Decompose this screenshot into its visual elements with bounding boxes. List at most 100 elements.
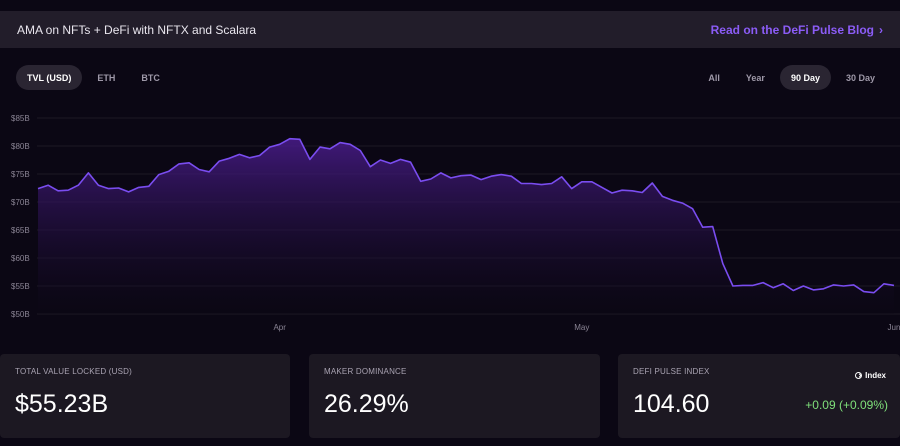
tvl-data-point <box>269 147 270 148</box>
tvl-data-point <box>259 155 260 156</box>
tvl-data-point <box>168 171 169 172</box>
tvl-data-point <box>430 179 431 180</box>
tab-tvl-usd[interactable]: TVL (USD) <box>16 65 83 90</box>
index-card-label: DEFI PULSE INDEX <box>633 367 710 376</box>
stat-cards: TOTAL VALUE LOCKED (USD) $55.23B MAKER D… <box>0 354 900 438</box>
tvl-data-point <box>622 190 623 191</box>
tvl-data-point <box>813 289 814 290</box>
tvl-data-point <box>471 175 472 176</box>
range-tabs: All Year 90 Day 30 Day <box>697 65 886 90</box>
blog-link[interactable]: Read on the DeFi Pulse Blog › <box>711 23 883 37</box>
tvl-data-point <box>702 227 703 228</box>
tvl-data-point <box>199 169 200 170</box>
tvl-data-point <box>511 176 512 177</box>
tvl-data-point <box>873 292 874 293</box>
tvl-data-point <box>319 147 320 148</box>
tvl-data-point <box>158 174 159 175</box>
maker-card-value: 26.29% <box>324 390 409 418</box>
tvl-data-point <box>632 190 633 191</box>
defi-pulse-index-card: DEFI PULSE INDEX Index 104.60 +0.09 (+0.… <box>618 354 900 438</box>
tvl-data-point <box>400 159 401 160</box>
y-tick-label: $70B <box>11 198 30 207</box>
tab-eth[interactable]: ETH <box>97 72 116 83</box>
tvl-data-point <box>853 284 854 285</box>
index-card-change: +0.09 (+0.09%) <box>805 398 888 412</box>
tvl-data-point <box>843 286 844 287</box>
tvl-data-point <box>390 163 391 164</box>
index-link[interactable]: Index <box>855 371 886 380</box>
tab-30-day[interactable]: 30 Day <box>845 72 875 83</box>
tvl-data-point <box>350 144 351 145</box>
tvl-data-point <box>581 181 582 182</box>
tvl-data-point <box>148 186 149 187</box>
tvl-data-point <box>672 200 673 201</box>
tvl-data-point <box>360 150 361 151</box>
tvl-data-point <box>571 188 572 189</box>
tvl-series-line <box>37 137 895 294</box>
tvl-data-point <box>662 196 663 197</box>
tvl-data-point <box>309 159 310 160</box>
tvl-data-point <box>612 193 613 194</box>
tvl-data-point <box>763 282 764 283</box>
tvl-data-point <box>340 142 341 143</box>
y-tick-label: $60B <box>11 254 30 263</box>
tvl-data-point <box>420 181 421 182</box>
tvl-data-point <box>521 183 522 184</box>
x-tick-label: Jun <box>888 323 900 332</box>
tvl-data-point <box>642 192 643 193</box>
tvl-card: TOTAL VALUE LOCKED (USD) $55.23B <box>0 354 290 438</box>
tvl-data-point <box>289 138 290 139</box>
tvl-data-point <box>38 188 39 189</box>
tvl-data-point <box>793 290 794 291</box>
banner-text: AMA on NFTs + DeFi with NFTX and Scalara <box>17 22 257 37</box>
tvl-card-label: TOTAL VALUE LOCKED (USD) <box>15 367 132 376</box>
tvl-data-point <box>239 154 240 155</box>
tvl-data-point <box>189 162 190 163</box>
tvl-data-point <box>561 176 562 177</box>
tvl-data-point <box>742 285 743 286</box>
tvl-data-point <box>894 285 895 286</box>
index-link-label: Index <box>865 371 886 380</box>
tvl-data-point <box>591 181 592 182</box>
tvl-data-point <box>601 187 602 188</box>
y-tick-label: $65B <box>11 226 30 235</box>
tab-90-day[interactable]: 90 Day <box>779 65 831 90</box>
tab-btc[interactable]: BTC <box>141 72 160 83</box>
tvl-data-point <box>48 185 49 186</box>
tvl-data-point <box>732 286 733 287</box>
tvl-data-point <box>440 172 441 173</box>
tvl-data-point <box>178 163 179 164</box>
arrow-circle-icon <box>855 372 863 379</box>
tvl-data-point <box>883 283 884 284</box>
tvl-data-point <box>753 285 754 286</box>
tvl-data-point <box>863 291 864 292</box>
announcement-banner: AMA on NFTs + DeFi with NFTX and Scalara… <box>0 11 900 48</box>
tvl-data-point <box>209 171 210 172</box>
tvl-data-point <box>803 286 804 287</box>
tvl-data-point <box>279 144 280 145</box>
y-tick-label: $85B <box>11 114 30 123</box>
tab-year[interactable]: Year <box>745 72 765 83</box>
tvl-data-point <box>370 166 371 167</box>
y-tick-label: $55B <box>11 282 30 291</box>
tab-all[interactable]: All <box>708 72 720 83</box>
tvl-data-point <box>118 188 119 189</box>
tvl-data-point <box>108 188 109 189</box>
chevron-right-icon: › <box>879 22 883 37</box>
tvl-data-point <box>783 283 784 284</box>
tvl-data-point <box>410 162 411 163</box>
tvl-data-point <box>128 191 129 192</box>
x-tick-label: May <box>574 323 589 332</box>
tvl-data-point <box>249 157 250 158</box>
y-tick-label: $75B <box>11 170 30 179</box>
blog-link-label: Read on the DeFi Pulse Blog <box>710 22 874 37</box>
tvl-data-point <box>501 174 502 175</box>
metric-tabs: TVL (USD) ETH BTC <box>16 65 171 90</box>
tvl-data-point <box>460 175 461 176</box>
tvl-data-point <box>68 190 69 191</box>
tvl-data-point <box>219 161 220 162</box>
tvl-data-point <box>541 184 542 185</box>
tvl-chart[interactable]: $50B $55B $60B $65B $70B $75B $80B $85B Apr May Ju… <box>0 105 900 337</box>
tvl-data-point <box>98 185 99 186</box>
tvl-data-point <box>380 160 381 161</box>
